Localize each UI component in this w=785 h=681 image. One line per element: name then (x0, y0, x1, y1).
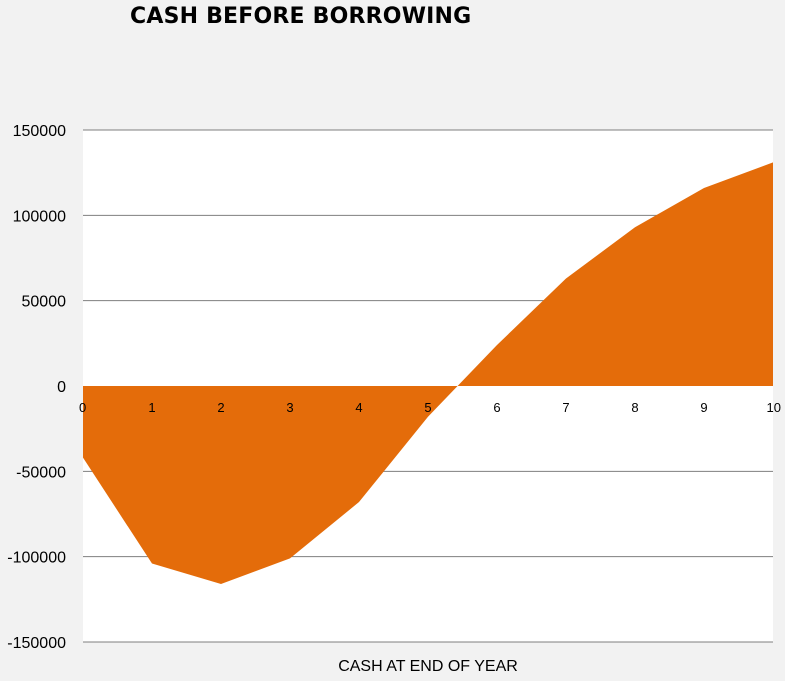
x-axis-ticks: 0 1 2 3 4 5 6 7 8 9 10 (79, 400, 781, 415)
x-tick-label: 7 (562, 400, 569, 415)
y-tick-label: -100000 (7, 550, 66, 567)
x-tick-label: 10 (767, 400, 781, 415)
y-tick-label: -50000 (16, 464, 66, 481)
y-tick-label: 150000 (13, 123, 66, 140)
x-tick-label: 1 (148, 400, 155, 415)
x-tick-label: 0 (79, 400, 86, 415)
y-tick-label: -150000 (7, 635, 66, 652)
x-tick-label: 8 (631, 400, 638, 415)
y-tick-label: 50000 (22, 294, 67, 311)
x-axis-label: CASH AT END OF YEAR (338, 658, 518, 675)
x-tick-label: 6 (493, 400, 500, 415)
x-tick-label: 4 (355, 400, 362, 415)
area-series-0 (83, 162, 773, 584)
y-tick-label: 0 (57, 379, 66, 396)
x-tick-label: 5 (424, 400, 431, 415)
area-series (83, 162, 773, 584)
y-axis-ticks: 150000 100000 50000 0 -50000 -100000 -150000 (7, 123, 66, 652)
x-tick-label: 2 (217, 400, 224, 415)
y-tick-label: 100000 (13, 208, 66, 225)
x-tick-label: 3 (286, 400, 293, 415)
x-tick-label: 9 (700, 400, 707, 415)
chart-title: CASH BEFORE BORROWING (130, 4, 472, 29)
